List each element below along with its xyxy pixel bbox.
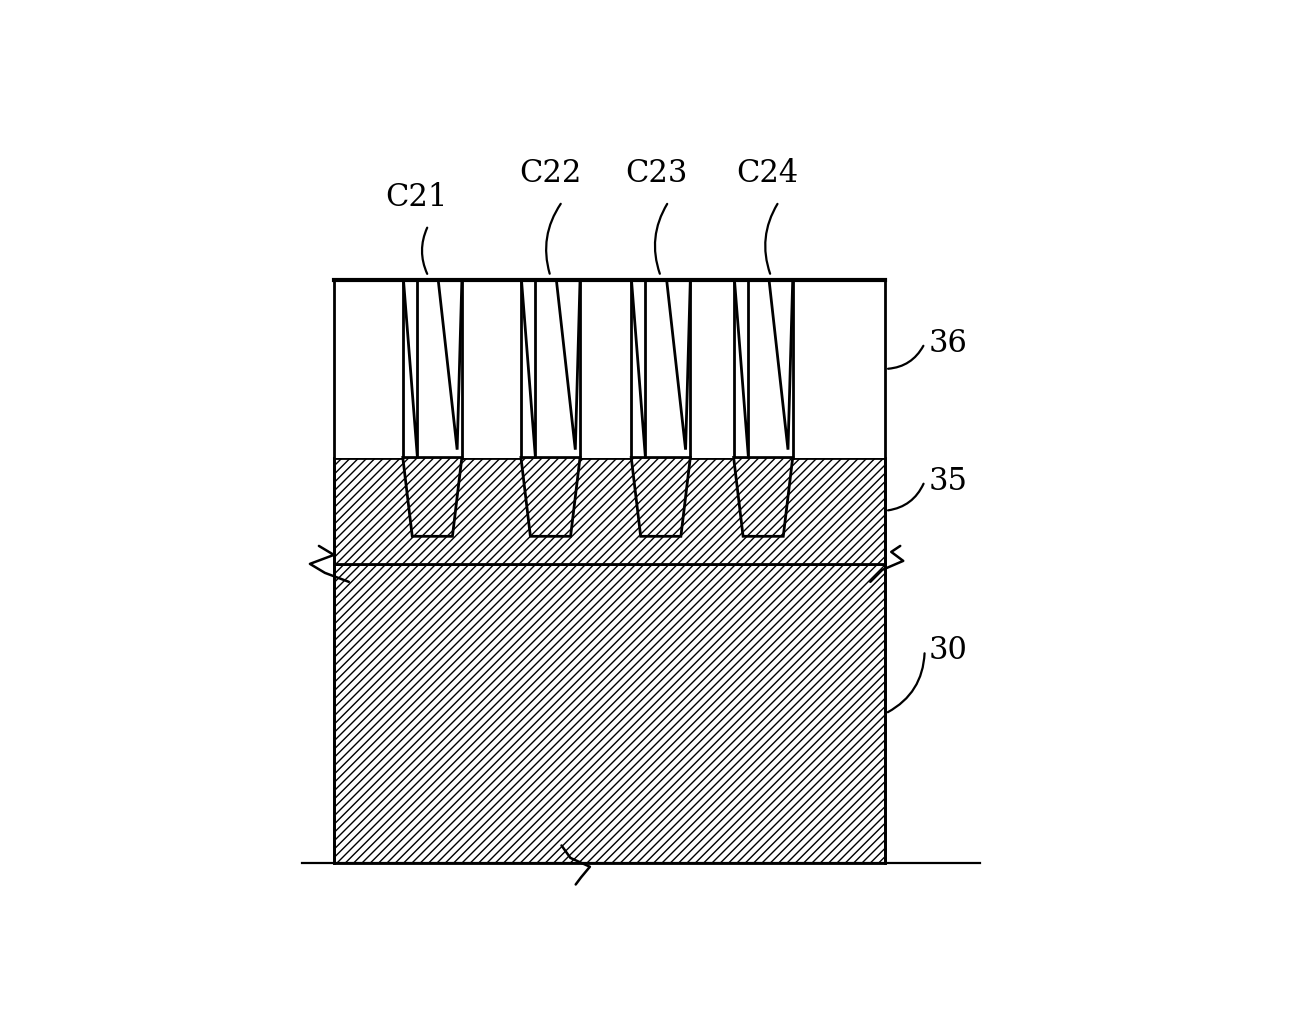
Polygon shape	[521, 280, 580, 457]
Text: C24: C24	[737, 159, 798, 189]
Polygon shape	[632, 280, 690, 457]
Polygon shape	[403, 280, 462, 457]
Polygon shape	[632, 457, 690, 536]
Polygon shape	[734, 280, 792, 457]
Polygon shape	[333, 280, 886, 457]
Polygon shape	[632, 280, 646, 457]
Text: C22: C22	[519, 159, 581, 189]
Polygon shape	[403, 280, 416, 457]
Polygon shape	[403, 457, 462, 536]
Polygon shape	[438, 280, 462, 450]
Text: 30: 30	[929, 635, 968, 666]
Polygon shape	[734, 280, 748, 457]
Polygon shape	[333, 457, 886, 564]
Polygon shape	[333, 564, 886, 863]
Polygon shape	[769, 280, 792, 450]
Text: C23: C23	[625, 159, 687, 189]
Text: C21: C21	[385, 182, 447, 213]
Polygon shape	[521, 457, 580, 536]
Polygon shape	[734, 457, 792, 536]
Polygon shape	[556, 280, 580, 450]
Polygon shape	[521, 280, 536, 457]
Polygon shape	[667, 280, 690, 450]
Text: 36: 36	[929, 327, 968, 359]
Text: 35: 35	[929, 465, 968, 497]
